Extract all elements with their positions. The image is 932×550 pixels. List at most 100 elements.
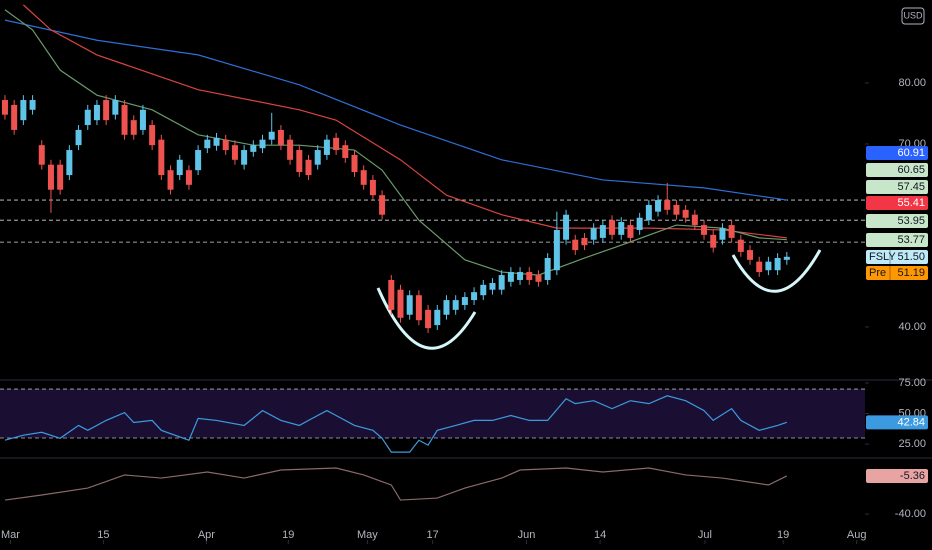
candle-body (471, 292, 478, 301)
candle-body (645, 204, 652, 221)
price-badge-value: -5.36 (900, 470, 925, 482)
candle-body (231, 145, 238, 160)
candle-body (517, 272, 524, 280)
candle-body (434, 309, 441, 326)
candle-body (480, 284, 487, 296)
price-badge-name: Pre (869, 267, 886, 279)
candle-body (701, 225, 708, 235)
candle-body (379, 195, 386, 215)
candle-body (489, 283, 496, 290)
candle-body (241, 150, 248, 165)
candle-body (655, 200, 662, 212)
line (22, 4, 787, 239)
y-tick-label: 25.00 (898, 438, 926, 450)
price-badge-name: FSLY (869, 251, 896, 263)
candle-body (84, 109, 91, 126)
candle-body (167, 170, 174, 190)
price-badge-value: 60.65 (897, 164, 925, 176)
candle-body (673, 204, 680, 215)
candle-body (719, 228, 726, 240)
candle-body (535, 275, 542, 282)
price-badge-value: 53.95 (897, 215, 925, 227)
price-badge-value: 55.41 (897, 197, 925, 209)
price-badge (866, 415, 928, 430)
price-badge (866, 233, 928, 247)
candle-body (342, 145, 349, 158)
price-badge-value: 53.77 (897, 234, 925, 246)
candle-body (737, 239, 744, 252)
candle-body (149, 125, 156, 146)
y-tick-label: 40.00 (898, 321, 926, 333)
x-tick-label: 15 (97, 529, 109, 541)
x-tick-label: Aug (847, 529, 867, 541)
currency: USD (903, 10, 923, 20)
candle-body (563, 214, 570, 240)
candle-body (507, 272, 514, 282)
candle-body (728, 225, 735, 238)
candle-body (250, 145, 257, 152)
price-badge (866, 250, 928, 264)
y-tick-label: 75.00 (898, 377, 926, 389)
candle-body (139, 109, 146, 130)
candle-body (664, 200, 671, 210)
currency-box[interactable] (901, 7, 925, 25)
candle-body (11, 104, 18, 130)
candle-body (590, 228, 597, 240)
candle-body (185, 170, 192, 185)
price-badge-value: 42.84 (897, 416, 925, 428)
candle-body (406, 295, 413, 315)
candle-body (222, 139, 229, 151)
candle-body (121, 104, 128, 135)
candle-body (158, 139, 165, 176)
candle-body (323, 139, 330, 155)
y-tick-label: -40.00 (895, 508, 926, 520)
price-badge (866, 163, 928, 177)
candle-body (452, 300, 459, 310)
candle-body (783, 256, 790, 260)
candle-body (581, 237, 588, 246)
candle-body (103, 100, 110, 121)
price-badge-value: 51.50 (897, 251, 925, 263)
candle-body (636, 217, 643, 230)
cup-annotation (376, 287, 477, 350)
candle-body (38, 145, 45, 165)
x-tick-label: Jun (518, 529, 536, 541)
x-tick-label: May (357, 529, 378, 541)
price-badge (866, 266, 928, 280)
candle-body (314, 150, 321, 165)
candle-body (443, 300, 450, 315)
candle-body (774, 258, 781, 271)
candle-body (66, 150, 73, 176)
candle-body (29, 100, 36, 110)
price-badge (866, 146, 928, 160)
cup-annotation (731, 249, 822, 293)
candle-body (130, 120, 137, 135)
candle-body (609, 220, 616, 235)
candle-body (747, 250, 754, 260)
candle-body (20, 100, 27, 121)
x-tick-label: 19 (777, 529, 789, 541)
x-tick-label: 19 (282, 529, 294, 541)
x-tick-label: Apr (198, 529, 215, 541)
line (4, 19, 787, 201)
price-badge (866, 196, 928, 210)
candle-body (682, 209, 689, 218)
line (4, 395, 788, 453)
band-fill (0, 389, 865, 439)
x-tick-label: Jul (698, 529, 712, 541)
candle-body (397, 289, 404, 318)
candle-body (351, 154, 358, 173)
candle-body (544, 258, 551, 280)
x-tick-label: Mar (1, 529, 20, 541)
price-badge-value: 57.45 (897, 181, 925, 193)
candle-body (756, 261, 763, 273)
candle-body (333, 137, 340, 151)
candle-body (305, 159, 312, 176)
candle-body (204, 139, 211, 149)
candle-body (47, 164, 54, 190)
candle-body (765, 261, 772, 271)
price-badge (866, 180, 928, 194)
